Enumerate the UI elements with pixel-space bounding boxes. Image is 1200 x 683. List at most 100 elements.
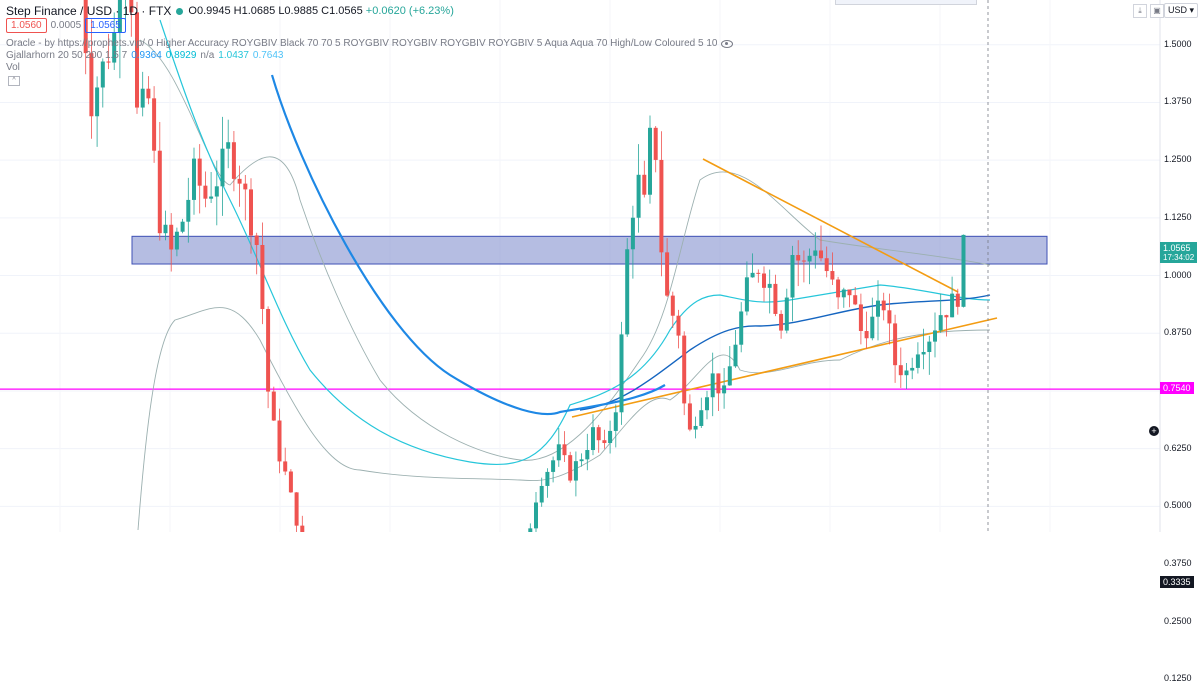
candle-down — [157, 150, 162, 234]
candle-up — [619, 334, 624, 413]
candle-down — [898, 365, 903, 376]
candle-up — [140, 88, 145, 108]
candle-down — [944, 315, 949, 318]
candle-down — [676, 315, 681, 336]
ohlc-values: O0.9945 H1.0685 L0.9885 C1.0565 +0.0620 … — [188, 5, 453, 17]
candle-up — [556, 444, 561, 461]
candle-up — [226, 142, 231, 149]
close-value: C1.0565 — [321, 5, 363, 17]
candle-up — [528, 528, 533, 532]
indicator-value: 0.7643 — [252, 50, 284, 61]
candle-up — [648, 127, 652, 195]
candle-up — [904, 370, 909, 376]
candle-up — [938, 315, 943, 331]
indicator-gjallarhorn[interactable]: Gjallarhorn 20 50 200 1.5 7 0.9364 0.892… — [6, 50, 283, 61]
candle-up — [100, 61, 105, 88]
candle-up — [214, 186, 219, 197]
candle-down — [283, 461, 288, 472]
collapse-legend-icon[interactable]: ^ — [8, 76, 20, 86]
candle-up — [910, 367, 915, 371]
candle-down — [762, 273, 766, 288]
candle-down — [169, 224, 174, 250]
candle-up — [710, 373, 715, 398]
candle-down — [568, 455, 573, 481]
candle-up — [220, 148, 225, 187]
candle-down — [596, 427, 601, 441]
chart-grid — [0, 44, 1160, 507]
price-tick-label: 1.2500 — [1164, 154, 1192, 165]
candle-up — [876, 300, 880, 317]
candle-down — [300, 525, 305, 532]
parabolic-curve — [270, 74, 666, 416]
candle-up — [545, 471, 550, 486]
candle-down — [830, 271, 835, 280]
candle-up — [192, 158, 196, 200]
price-tick-label: 1.1250 — [1164, 211, 1192, 222]
candle-up — [117, 0, 122, 33]
candle-up — [699, 410, 704, 426]
candle-down — [254, 235, 259, 245]
candle-down — [756, 272, 761, 274]
price-tick-label: 0.2500 — [1164, 615, 1192, 626]
price-tick-label: 0.3750 — [1164, 558, 1192, 569]
price-marker-dark: 0.3335 — [1160, 576, 1194, 589]
candle-up — [767, 283, 772, 288]
indicator-oracle[interactable]: Oracle - by https://prophets.vip/ 0 High… — [6, 38, 734, 49]
candle-down — [893, 323, 898, 366]
candle-down — [779, 313, 784, 331]
candle-down — [260, 244, 265, 309]
candle-up — [693, 425, 698, 430]
candle-up — [112, 32, 117, 63]
price-tick-label: 1.0000 — [1164, 269, 1192, 280]
buy-button[interactable]: 1.0565 — [85, 18, 126, 33]
candle-down — [670, 295, 675, 316]
price-tick-label: 0.6250 — [1164, 442, 1192, 453]
price-marker-green: 1.0565 17:34:02 — [1160, 242, 1198, 264]
candle-up — [813, 250, 818, 256]
crosshair-plus-icon[interactable]: + — [1149, 426, 1159, 436]
candle-down — [152, 98, 157, 151]
sell-button[interactable]: 1.0560 — [6, 18, 47, 33]
candle-down — [801, 260, 806, 262]
price-marker-value: 0.3335 — [1163, 577, 1191, 588]
eye-icon[interactable] — [721, 39, 734, 48]
candle-down — [773, 283, 778, 314]
candle-up — [733, 344, 738, 367]
candle-down — [642, 174, 647, 195]
lock-icon[interactable]: ▣ — [1150, 4, 1164, 18]
candle-up — [585, 450, 590, 460]
indicator-volume[interactable]: Vol — [6, 62, 20, 73]
market-status-icon — [176, 7, 184, 15]
candle-down — [203, 185, 208, 199]
candle-down — [249, 189, 253, 236]
arrow-down-icon[interactable]: ⤓ — [1133, 4, 1147, 18]
candle-up — [174, 231, 179, 250]
price-chart[interactable] — [0, 0, 1200, 532]
candle-down — [824, 258, 829, 272]
candle-down — [887, 310, 892, 324]
price-tick-label: 0.8750 — [1164, 327, 1192, 338]
candle-up — [870, 316, 875, 339]
candle-down — [197, 158, 202, 186]
candle-up — [613, 412, 618, 431]
indicator-value: 1.0437 — [218, 50, 249, 61]
candle-down — [864, 331, 869, 339]
candle-down — [266, 308, 271, 392]
spread-value: 0.0005 — [50, 20, 82, 31]
descending-trendline[interactable] — [702, 158, 959, 293]
price-tick-label: 1.3750 — [1164, 96, 1192, 107]
candle-up — [921, 351, 926, 355]
candle-up — [950, 293, 955, 318]
candle-down — [237, 178, 242, 184]
candle-up — [625, 249, 630, 335]
indicator-gjallarhorn-label: Gjallarhorn 20 50 200 1.5 7 — [6, 50, 128, 61]
ascending-trendline[interactable] — [571, 317, 998, 418]
candle-up — [534, 502, 538, 529]
currency-selector[interactable]: USD ▾ — [1163, 3, 1198, 18]
candlestick-series — [83, 0, 966, 532]
symbol-title[interactable]: Step Finance / USD · 1D · FTX — [6, 4, 172, 18]
candle-down — [858, 304, 863, 332]
candle-up — [933, 330, 937, 342]
candle-up — [705, 397, 709, 411]
resistance-zone[interactable] — [131, 235, 1048, 265]
